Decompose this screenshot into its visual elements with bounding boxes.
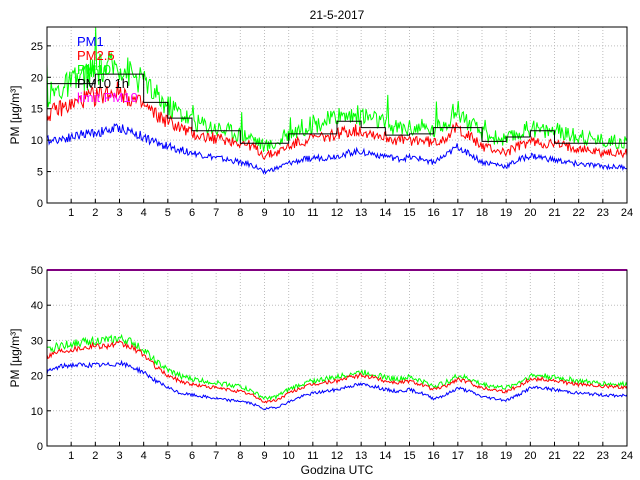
x-tick-label: 20: [524, 207, 536, 219]
y-axis-label: PM [µg/m³]: [8, 329, 22, 388]
x-tick-label: 1: [68, 450, 74, 462]
x-tick-label: 18: [476, 450, 488, 462]
x-tick-label: 9: [261, 450, 267, 462]
y-tick-label: 5: [37, 167, 43, 179]
x-tick-label: 20: [524, 450, 536, 462]
x-tick-label: 21: [548, 207, 560, 219]
top-panel: 1 2 3 4 5 6 7 8 9 10 11 12 13 14 15 16 17 18 19 20 21 22 23 240…: [8, 26, 633, 219]
x-tick-label: 21: [548, 450, 560, 462]
y-tick-label: 50: [31, 265, 43, 277]
x-tick-label: 9: [261, 207, 267, 219]
y-tick-label: 40: [31, 300, 43, 312]
x-tick-label: 12: [331, 207, 343, 219]
x-tick-label: 12: [331, 450, 343, 462]
x-tick-label: 8: [237, 450, 243, 462]
x-tick-label: 15: [403, 207, 415, 219]
x-tick-label: 6: [189, 207, 195, 219]
y-tick-label: 0: [37, 441, 43, 453]
x-tick-label: 23: [597, 207, 609, 219]
x-tick-label: 5: [165, 207, 171, 219]
series-pm10-1h: [47, 73, 627, 144]
x-tick-label: 17: [452, 207, 464, 219]
x-tick-label: 14: [379, 207, 391, 219]
series-pm10: [46, 333, 628, 401]
x-tick-label: 24: [621, 207, 633, 219]
x-tick-label: 24: [621, 450, 633, 462]
y-tick-label: 10: [31, 135, 43, 147]
x-tick-label: 19: [500, 207, 512, 219]
x-tick-label: 17: [452, 450, 464, 462]
series-pm1: [46, 359, 628, 411]
x-tick-label: 10: [283, 207, 295, 219]
chart-title: 21-5-2017: [310, 8, 365, 22]
x-tick-label: 22: [573, 450, 585, 462]
y-tick-label: 15: [31, 104, 43, 116]
x-tick-label: 6: [189, 450, 195, 462]
x-tick-label: 1: [68, 207, 74, 219]
y-tick-label: 0: [37, 198, 43, 210]
x-tick-label: 5: [165, 450, 171, 462]
y-tick-label: 30: [31, 335, 43, 347]
series-pm1: [46, 123, 628, 175]
legend-entry: limit PM10: [77, 90, 138, 105]
y-tick-label: 10: [31, 406, 43, 418]
x-tick-label: 14: [379, 450, 391, 462]
x-tick-label: 16: [428, 207, 440, 219]
x-tick-label: 22: [573, 207, 585, 219]
x-tick-label: 18: [476, 207, 488, 219]
y-tick-label: 20: [31, 371, 43, 383]
y-axis-label: PM [µg/m³]: [8, 86, 22, 145]
x-tick-label: 19: [500, 450, 512, 462]
y-tick-label: 25: [31, 41, 43, 53]
y-tick-label: 20: [31, 72, 43, 84]
x-tick-label: 4: [141, 450, 147, 462]
x-tick-label: 8: [237, 207, 243, 219]
x-tick-label: 11: [307, 450, 318, 462]
series-pm25: [46, 340, 628, 404]
legend-entry: PM10 1h: [77, 76, 129, 91]
x-tick-label: 2: [92, 207, 98, 219]
x-tick-label: 7: [213, 450, 219, 462]
x-tick-label: 7: [213, 207, 219, 219]
legend-entry: PM10: [77, 62, 111, 77]
legend-entry: PM1: [77, 34, 104, 49]
x-tick-label: 15: [403, 450, 415, 462]
x-tick-label: 23: [597, 450, 609, 462]
x-tick-label: 4: [141, 207, 147, 219]
legend-entry: PM2.5: [77, 48, 115, 63]
x-tick-label: 3: [116, 207, 122, 219]
x-axis-label: Godzina UTC: [301, 463, 374, 477]
x-tick-label: 11: [307, 207, 318, 219]
bottom-panel: 1 2 3 4 5 6 7 8 9 10 11 12 13 14 15 16 17 18 19 20 21 22 23 240…: [8, 265, 633, 462]
x-tick-label: 10: [283, 450, 295, 462]
x-tick-label: 3: [116, 450, 122, 462]
x-tick-label: 16: [428, 450, 440, 462]
x-tick-label: 13: [355, 207, 367, 219]
x-tick-label: 13: [355, 450, 367, 462]
x-tick-label: 2: [92, 450, 98, 462]
